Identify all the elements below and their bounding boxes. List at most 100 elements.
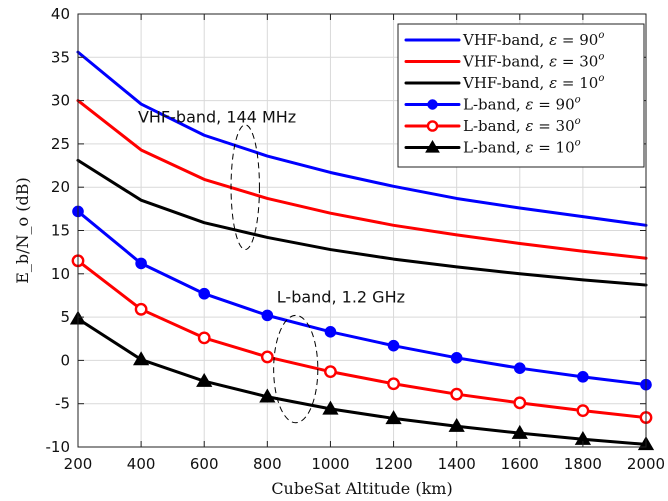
data-point-marker (324, 326, 337, 338)
legend-label-1: VHF-band, ε = 90o (462, 30, 604, 49)
legend-epsilon-symbol: ε (549, 53, 557, 71)
legend-label-prefix: VHF-band, (462, 74, 549, 92)
data-point-marker (425, 140, 440, 153)
x-tick-label: 1600 (501, 455, 539, 473)
data-point-marker (448, 417, 465, 432)
data-point-marker (450, 352, 463, 364)
legend-angle-value: 90 (556, 96, 575, 114)
legend-equals-sign: = (533, 139, 555, 157)
legend-degree-mark: o (575, 138, 581, 149)
data-point-marker (322, 400, 339, 415)
y-tick-label: 10 (51, 265, 70, 283)
legend-label-prefix: VHF-band, (462, 31, 549, 49)
legend-epsilon-symbol: ε (525, 117, 533, 135)
series-line-2 (76, 99, 648, 260)
legend-label-5: L-band, ε = 30o (463, 116, 581, 135)
legend-angle-value: 30 (579, 53, 598, 71)
data-point-marker (197, 331, 211, 345)
data-point-marker (260, 350, 274, 364)
series-line-3 (76, 158, 648, 287)
data-point-marker (385, 410, 402, 425)
legend-label-prefix: VHF-band, (462, 53, 549, 71)
y-tick-label: 30 (51, 92, 70, 110)
data-point-marker (427, 99, 438, 110)
x-tick-label: 2000 (627, 455, 665, 473)
legend-label-3: VHF-band, ε = 10o (462, 73, 604, 92)
x-tick-label: 600 (190, 455, 219, 473)
data-point-marker (577, 371, 589, 383)
data-point-marker (426, 120, 439, 132)
y-tick-label: -10 (46, 438, 71, 456)
data-point-marker (511, 424, 528, 439)
l-band-ellipse (273, 314, 319, 424)
data-point-marker (513, 362, 526, 374)
y-tick-label: 25 (51, 135, 70, 153)
y-tick-label: 5 (60, 308, 70, 326)
data-point-marker (324, 365, 337, 379)
x-tick-label: 200 (64, 455, 93, 473)
legend-degree-mark: o (575, 116, 581, 127)
legend-box (397, 23, 645, 168)
data-point-marker (135, 257, 147, 270)
x-tick-label: 400 (127, 455, 156, 473)
data-point-marker (261, 309, 274, 322)
legend-label-2: VHF-band, ε = 30o (462, 52, 604, 71)
legend-degree-mark: o (598, 73, 604, 84)
series-line-6 (76, 317, 648, 446)
data-point-marker (513, 396, 527, 410)
annotations: VHF-band, 144 MHz L-band, 1.2 GHz (138, 107, 405, 424)
y-tick-label: 0 (60, 351, 70, 369)
data-point-marker (450, 387, 464, 401)
legend-label-6: L-band, ε = 10o (463, 138, 581, 157)
legend-degree-mark: o (575, 95, 581, 106)
legend-epsilon-symbol: ε (549, 31, 557, 49)
legend-label-prefix: L-band, (463, 139, 525, 157)
l-band-annotation: L-band, 1.2 GHz (277, 287, 405, 306)
y-tick-label: -5 (55, 395, 70, 413)
legend-degree-mark: o (598, 52, 604, 63)
legend-label-4: L-band, ε = 90o (463, 95, 581, 114)
x-tick-label: 800 (253, 455, 282, 473)
y-tick-label: 15 (51, 222, 70, 240)
legend-equals-sign: = (557, 53, 579, 71)
data-point-marker (132, 351, 150, 366)
data-point-marker (196, 372, 213, 387)
x-tick-label: 1000 (311, 455, 349, 473)
legend-label-prefix: L-band, (463, 117, 525, 135)
legend-degree-mark: o (598, 30, 604, 41)
legend-equals-sign: = (557, 31, 579, 49)
legend-equals-sign: = (533, 96, 555, 114)
x-tick-label: 1400 (438, 455, 476, 473)
vhf-band-ellipse (230, 124, 260, 251)
legend-angle-value: 30 (556, 117, 575, 135)
legend-epsilon-symbol: ε (549, 74, 557, 92)
data-point-marker (576, 404, 590, 418)
data-point-marker (387, 339, 400, 352)
y-tick-label: 35 (51, 48, 70, 66)
y-tick-label: 20 (51, 178, 70, 196)
legend-angle-value: 10 (556, 139, 575, 157)
data-point-marker (259, 388, 276, 403)
x-axis-title: CubeSat Altitude (km) (271, 479, 452, 498)
series-lines (76, 50, 648, 446)
series-line-1 (76, 50, 648, 227)
data-point-marker (387, 377, 400, 391)
legend-angle-value: 10 (579, 74, 598, 92)
data-point-marker (134, 302, 148, 316)
legend-equals-sign: = (557, 74, 579, 92)
series-line-4 (76, 209, 648, 387)
x-tick-label: 1200 (374, 455, 412, 473)
legend-angle-value: 90 (579, 31, 598, 49)
y-axis-title: E_b/N_o (dB) (13, 177, 32, 284)
vhf-band-annotation: VHF-band, 144 MHz (138, 107, 296, 126)
legend-epsilon-symbol: ε (525, 139, 533, 157)
x-tick-label: 1800 (564, 455, 602, 473)
legend-epsilon-symbol: ε (525, 96, 533, 114)
data-point-marker (198, 287, 211, 300)
legend-label-prefix: L-band, (463, 96, 525, 114)
legend-equals-sign: = (533, 117, 555, 135)
series-line-5 (76, 259, 648, 420)
